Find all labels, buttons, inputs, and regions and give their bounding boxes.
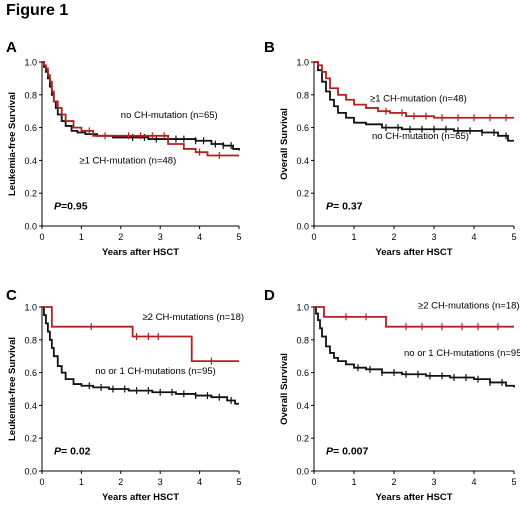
y-tick-label: 0.6	[24, 368, 37, 378]
series-annotation: no CH-mutation (n=65)	[372, 131, 469, 142]
series-annotation: ≥2 CH-mutations (n=18)	[142, 312, 244, 323]
x-tick-label: 4	[471, 477, 476, 487]
y-axis-label: Leukemia-free Survival	[7, 337, 18, 441]
panel-label: D	[264, 287, 275, 304]
p-number: = 0.37	[333, 201, 363, 213]
panel-a: A 0.0 0.2 0.4 0.6 0.8 1.0 0 1 2 3 4 5 Years after HSC…	[6, 39, 242, 258]
y-tick-label: 1.0	[296, 58, 309, 68]
series-annotation: ≥2 CH-mutations (n=18)	[418, 301, 520, 312]
y-axis-label: Leukemia-free Survival	[7, 92, 18, 196]
x-tick-label: 2	[118, 232, 123, 242]
survival-curve	[42, 306, 239, 363]
x-tick-label: 2	[391, 477, 396, 487]
panel-c: C 0.0 0.2 0.4 0.6 0.8 1.0 0 1 2 3 4 5 Years after HSC…	[6, 287, 244, 503]
p-symbol: P	[54, 446, 62, 458]
x-tick-label: 1	[79, 232, 84, 242]
x-tick-label: 3	[431, 477, 436, 487]
y-tick-label: 1.0	[24, 303, 37, 313]
x-tick-label: 2	[391, 232, 396, 242]
y-tick-label: 0.2	[24, 434, 37, 444]
series-black	[314, 61, 514, 142]
p-value: P= 0.37	[326, 201, 363, 213]
y-tick-label: 0.0	[24, 467, 37, 477]
y-tick-label: 0.4	[296, 156, 309, 166]
y-tick-label: 1.0	[24, 58, 37, 68]
p-symbol: P	[326, 201, 334, 213]
series-black	[42, 306, 239, 405]
y-tick-label: 0.0	[296, 222, 309, 232]
p-number: = 0.007	[333, 446, 368, 458]
survival-curve	[42, 61, 239, 157]
series-annotation: no or 1 CH-mutations (n=95)	[95, 366, 216, 377]
panel-d: D 0.0 0.2 0.4 0.6 0.8 1.0 0 1 2 3 4 5 Years after HSC…	[264, 287, 520, 503]
series-annotation: ≥1 CH-mutation (n=48)	[79, 156, 176, 167]
y-tick-label: 0.6	[296, 123, 309, 133]
y-tick-label: 0.6	[24, 123, 37, 133]
y-tick-label: 0.4	[24, 401, 37, 411]
p-symbol: P	[326, 446, 334, 458]
x-tick-label: 5	[236, 232, 241, 242]
series-black	[314, 306, 515, 388]
figure-title: Figure 1	[6, 2, 69, 19]
panel-b: B 0.0 0.2 0.4 0.6 0.8 1.0 0 1 2 3 4 5 Years after HSC…	[264, 39, 517, 258]
x-tick-label: 5	[236, 477, 241, 487]
x-tick-label: 0	[39, 232, 44, 242]
series-red	[314, 61, 514, 122]
series-annotation: no or 1 CH-mutations (n=95)	[404, 348, 520, 359]
x-tick-label: 4	[197, 232, 202, 242]
survival-curve	[314, 61, 514, 119]
series-red	[314, 306, 514, 331]
x-tick-label: 1	[351, 477, 356, 487]
x-tick-label: 3	[431, 232, 436, 242]
p-value: P=0.95	[54, 201, 88, 213]
y-tick-label: 0.0	[296, 467, 309, 477]
y-tick-label: 0.4	[24, 156, 37, 166]
y-tick-label: 0.2	[296, 434, 309, 444]
x-tick-label: 3	[158, 232, 163, 242]
x-tick-label: 1	[79, 477, 84, 487]
panel-label: A	[6, 39, 17, 56]
x-axis-label: Years after HSCT	[375, 492, 452, 503]
p-number: =0.95	[61, 201, 88, 213]
series-red	[42, 61, 239, 159]
x-tick-label: 5	[511, 477, 516, 487]
x-axis-label: Years after HSCT	[375, 247, 452, 258]
series-red	[42, 306, 239, 365]
x-tick-label: 0	[311, 232, 316, 242]
series-annotation: ≥1 CH-mutation (n=48)	[370, 93, 467, 104]
survival-curve	[42, 306, 239, 405]
survival-curve	[314, 306, 514, 328]
p-symbol: P	[54, 201, 62, 213]
y-tick-label: 0.8	[296, 335, 309, 345]
x-axis-label: Years after HSCT	[102, 492, 179, 503]
x-tick-label: 3	[158, 477, 163, 487]
y-tick-label: 1.0	[296, 303, 309, 313]
y-axis-label: Overall Survival	[279, 353, 290, 425]
y-tick-label: 0.2	[24, 189, 37, 199]
y-tick-label: 0.4	[296, 401, 309, 411]
y-tick-label: 0.8	[24, 335, 37, 345]
y-tick-label: 0.0	[24, 222, 37, 232]
p-number: = 0.02	[61, 446, 91, 458]
y-tick-label: 0.6	[296, 368, 309, 378]
panel-label: B	[264, 39, 275, 56]
survival-curve	[314, 306, 515, 388]
x-tick-label: 4	[197, 477, 202, 487]
x-tick-label: 0	[39, 477, 44, 487]
x-tick-label: 4	[471, 232, 476, 242]
panel-label: C	[6, 287, 17, 304]
p-value: P= 0.007	[326, 446, 369, 458]
y-tick-label: 0.8	[24, 90, 37, 100]
x-tick-label: 0	[311, 477, 316, 487]
series-annotation: no CH-mutation (n=65)	[121, 110, 218, 121]
x-tick-label: 5	[511, 232, 516, 242]
p-value: P= 0.02	[54, 446, 91, 458]
y-axis-label: Overall Survival	[279, 108, 290, 180]
x-tick-label: 1	[351, 232, 356, 242]
y-tick-label: 0.8	[296, 90, 309, 100]
x-axis-label: Years after HSCT	[102, 247, 179, 258]
y-tick-label: 0.2	[296, 189, 309, 199]
x-tick-label: 2	[118, 477, 123, 487]
